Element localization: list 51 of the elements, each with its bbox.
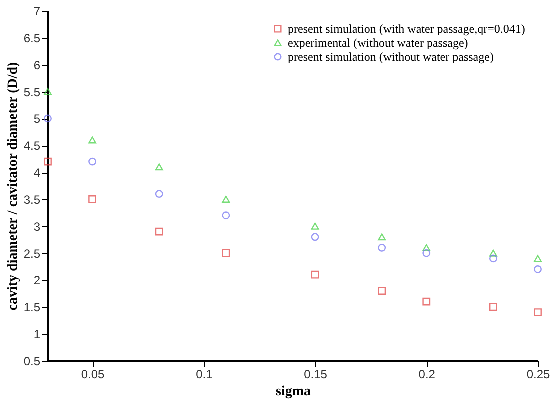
y-tick-label: 7 [34, 4, 41, 18]
x-axis-title: sigma [276, 384, 311, 400]
point [378, 234, 386, 241]
point [534, 266, 542, 274]
x-tick-label: 0.05 [81, 368, 106, 382]
x-tick-label: 0.1 [196, 368, 214, 382]
point [44, 88, 52, 96]
point [422, 249, 431, 258]
x-tick-label: 0.2 [418, 368, 436, 382]
point [422, 298, 431, 306]
point [44, 114, 52, 123]
point [88, 158, 96, 166]
point [155, 190, 164, 198]
y-tick-label: 6.5 [24, 31, 41, 46]
point [534, 255, 542, 262]
point [88, 196, 96, 204]
point [222, 212, 230, 220]
point [155, 228, 164, 236]
point [311, 222, 320, 230]
point [490, 303, 498, 312]
point [378, 287, 386, 295]
y-tick-label: 0.5 [24, 354, 41, 368]
point [88, 136, 96, 144]
y-tick-label: 3.5 [24, 192, 41, 207]
point [222, 196, 230, 203]
legend-label: present simulation (without water passage) [288, 50, 494, 64]
point [44, 158, 52, 166]
y-tick-label: 1.5 [24, 300, 41, 315]
point [490, 254, 498, 263]
x-tick-label: 0.15 [304, 368, 328, 382]
y-tick-label: 1 [34, 328, 41, 342]
point [155, 164, 164, 171]
y-tick-label: 2 [34, 274, 41, 288]
y-tick-label: 4.5 [24, 139, 41, 154]
legend-label: present simulation (with water passage,qr=0.041) [288, 22, 526, 36]
y-tick-label: 4 [34, 166, 41, 180]
y-tick-label: 5.5 [24, 85, 41, 100]
point [534, 308, 542, 316]
x-tick-label: 0.25 [526, 368, 550, 382]
point [311, 233, 320, 242]
legend-label: experimental (without water passage) [288, 36, 468, 50]
point [422, 244, 431, 252]
y-tick-label: 5 [34, 112, 41, 126]
point [378, 244, 386, 252]
y-axis-title: cavity diameter / cavitator diameter (D/d) [6, 62, 21, 311]
point [222, 249, 230, 258]
point [311, 270, 320, 279]
y-tick-label: 6 [34, 58, 41, 72]
y-tick-label: 3 [34, 220, 41, 234]
y-tick-label: 2.5 [24, 246, 41, 261]
point [490, 250, 498, 257]
